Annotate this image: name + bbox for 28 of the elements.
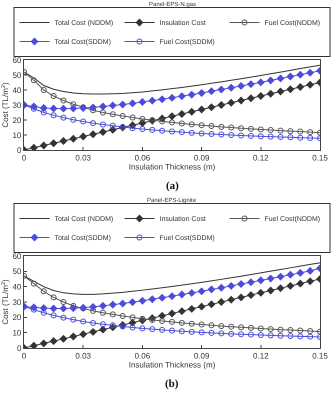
x-axis-title: Insulation Thickness (m) — [128, 360, 216, 370]
x-tick-label: 0.03 — [75, 154, 92, 163]
x-tick-label: 0.09 — [194, 352, 210, 361]
x-axis-title: Insulation Thickness (m) — [128, 162, 216, 172]
y-tick-label: 10 — [12, 130, 22, 140]
y-tick-label: 20 — [12, 313, 22, 322]
y-tick-label: 60 — [12, 56, 22, 65]
y-tick-label: 10 — [12, 328, 22, 338]
x-tick-label: 0.12 — [253, 154, 270, 163]
text: (b) — [165, 378, 179, 390]
y-tick-label: 40 — [12, 282, 22, 292]
y-tick-label: 30 — [12, 298, 22, 307]
x-tick-label: 0.09 — [194, 154, 210, 163]
y-tick-label: 30 — [12, 100, 22, 110]
x-tick-label: 0.15 — [312, 154, 328, 163]
y-tick-label: 0 — [16, 344, 22, 353]
y-tick-label: 50 — [12, 70, 22, 80]
y-tick-label: 50 — [12, 267, 22, 276]
x-tick-label: 0.12 — [253, 352, 270, 361]
x-tick-label: 0.15 — [312, 352, 328, 361]
y-tick-label: 60 — [12, 252, 22, 261]
x-tick-label: 0.03 — [75, 352, 92, 361]
text: (a) — [166, 180, 180, 192]
y-tick-label: 20 — [12, 116, 22, 125]
x-tick-label: 0.06 — [134, 352, 151, 361]
y-tick-label: 0 — [16, 146, 22, 155]
x-tick-label: 0.06 — [134, 154, 151, 163]
y-tick-label: 40 — [12, 86, 22, 95]
